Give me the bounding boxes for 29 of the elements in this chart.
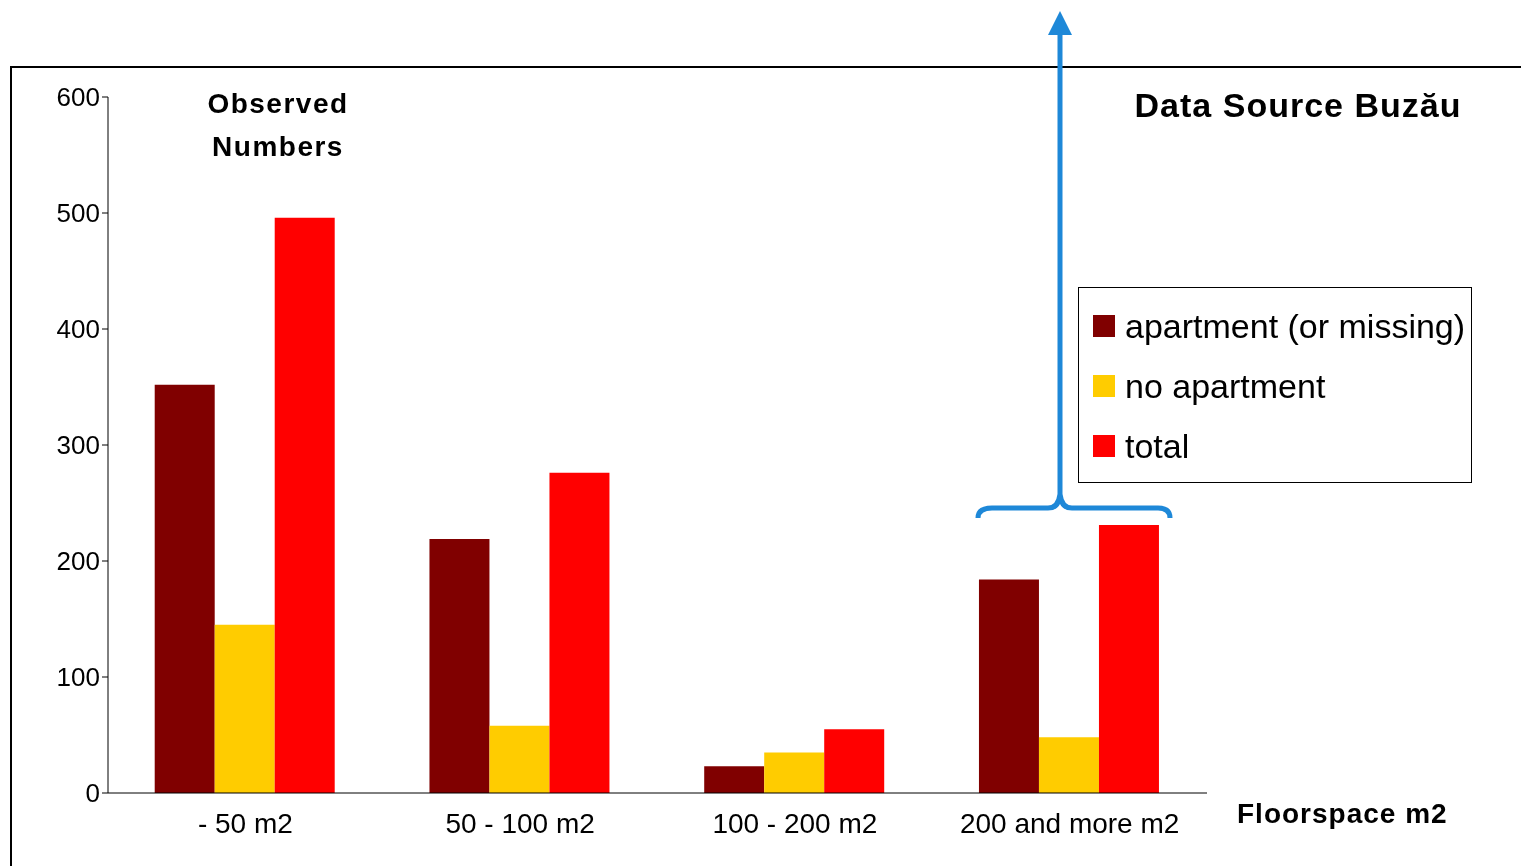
bar bbox=[764, 752, 825, 793]
y-tick-label: 100 bbox=[56, 662, 100, 693]
bar bbox=[274, 217, 335, 793]
x-tick-label: 200 and more m2 bbox=[959, 807, 1180, 839]
y-tick-label: 400 bbox=[56, 314, 100, 345]
bar bbox=[489, 725, 550, 793]
y-tick-label: 600 bbox=[56, 82, 100, 113]
bar bbox=[704, 766, 765, 793]
bar bbox=[824, 729, 885, 793]
x-axis-title: Floorspace m2 bbox=[1237, 797, 1448, 829]
bar bbox=[1038, 737, 1099, 793]
bar bbox=[154, 384, 215, 793]
legend-label: apartment (or missing) bbox=[1125, 306, 1466, 346]
bar bbox=[1098, 525, 1159, 793]
x-tick-label: 100 - 200 m2 bbox=[712, 807, 878, 839]
bar bbox=[429, 538, 490, 793]
chart-title: Observed Numbers bbox=[206, 87, 350, 164]
bar bbox=[214, 624, 275, 793]
x-tick-label: - 50 m2 bbox=[197, 807, 293, 839]
annotation: Data Source Buzău bbox=[1133, 86, 1463, 125]
y-tick-label: 500 bbox=[56, 198, 100, 229]
x-tick-label: 50 - 100 m2 bbox=[445, 807, 595, 839]
legend-label: total bbox=[1125, 426, 1190, 466]
y-tick-label: 0 bbox=[85, 778, 100, 809]
y-tick-label: 300 bbox=[56, 430, 100, 461]
legend-label: no apartment bbox=[1125, 366, 1326, 406]
bar bbox=[978, 579, 1039, 793]
bar bbox=[549, 472, 610, 793]
y-tick-label: 200 bbox=[56, 546, 100, 577]
